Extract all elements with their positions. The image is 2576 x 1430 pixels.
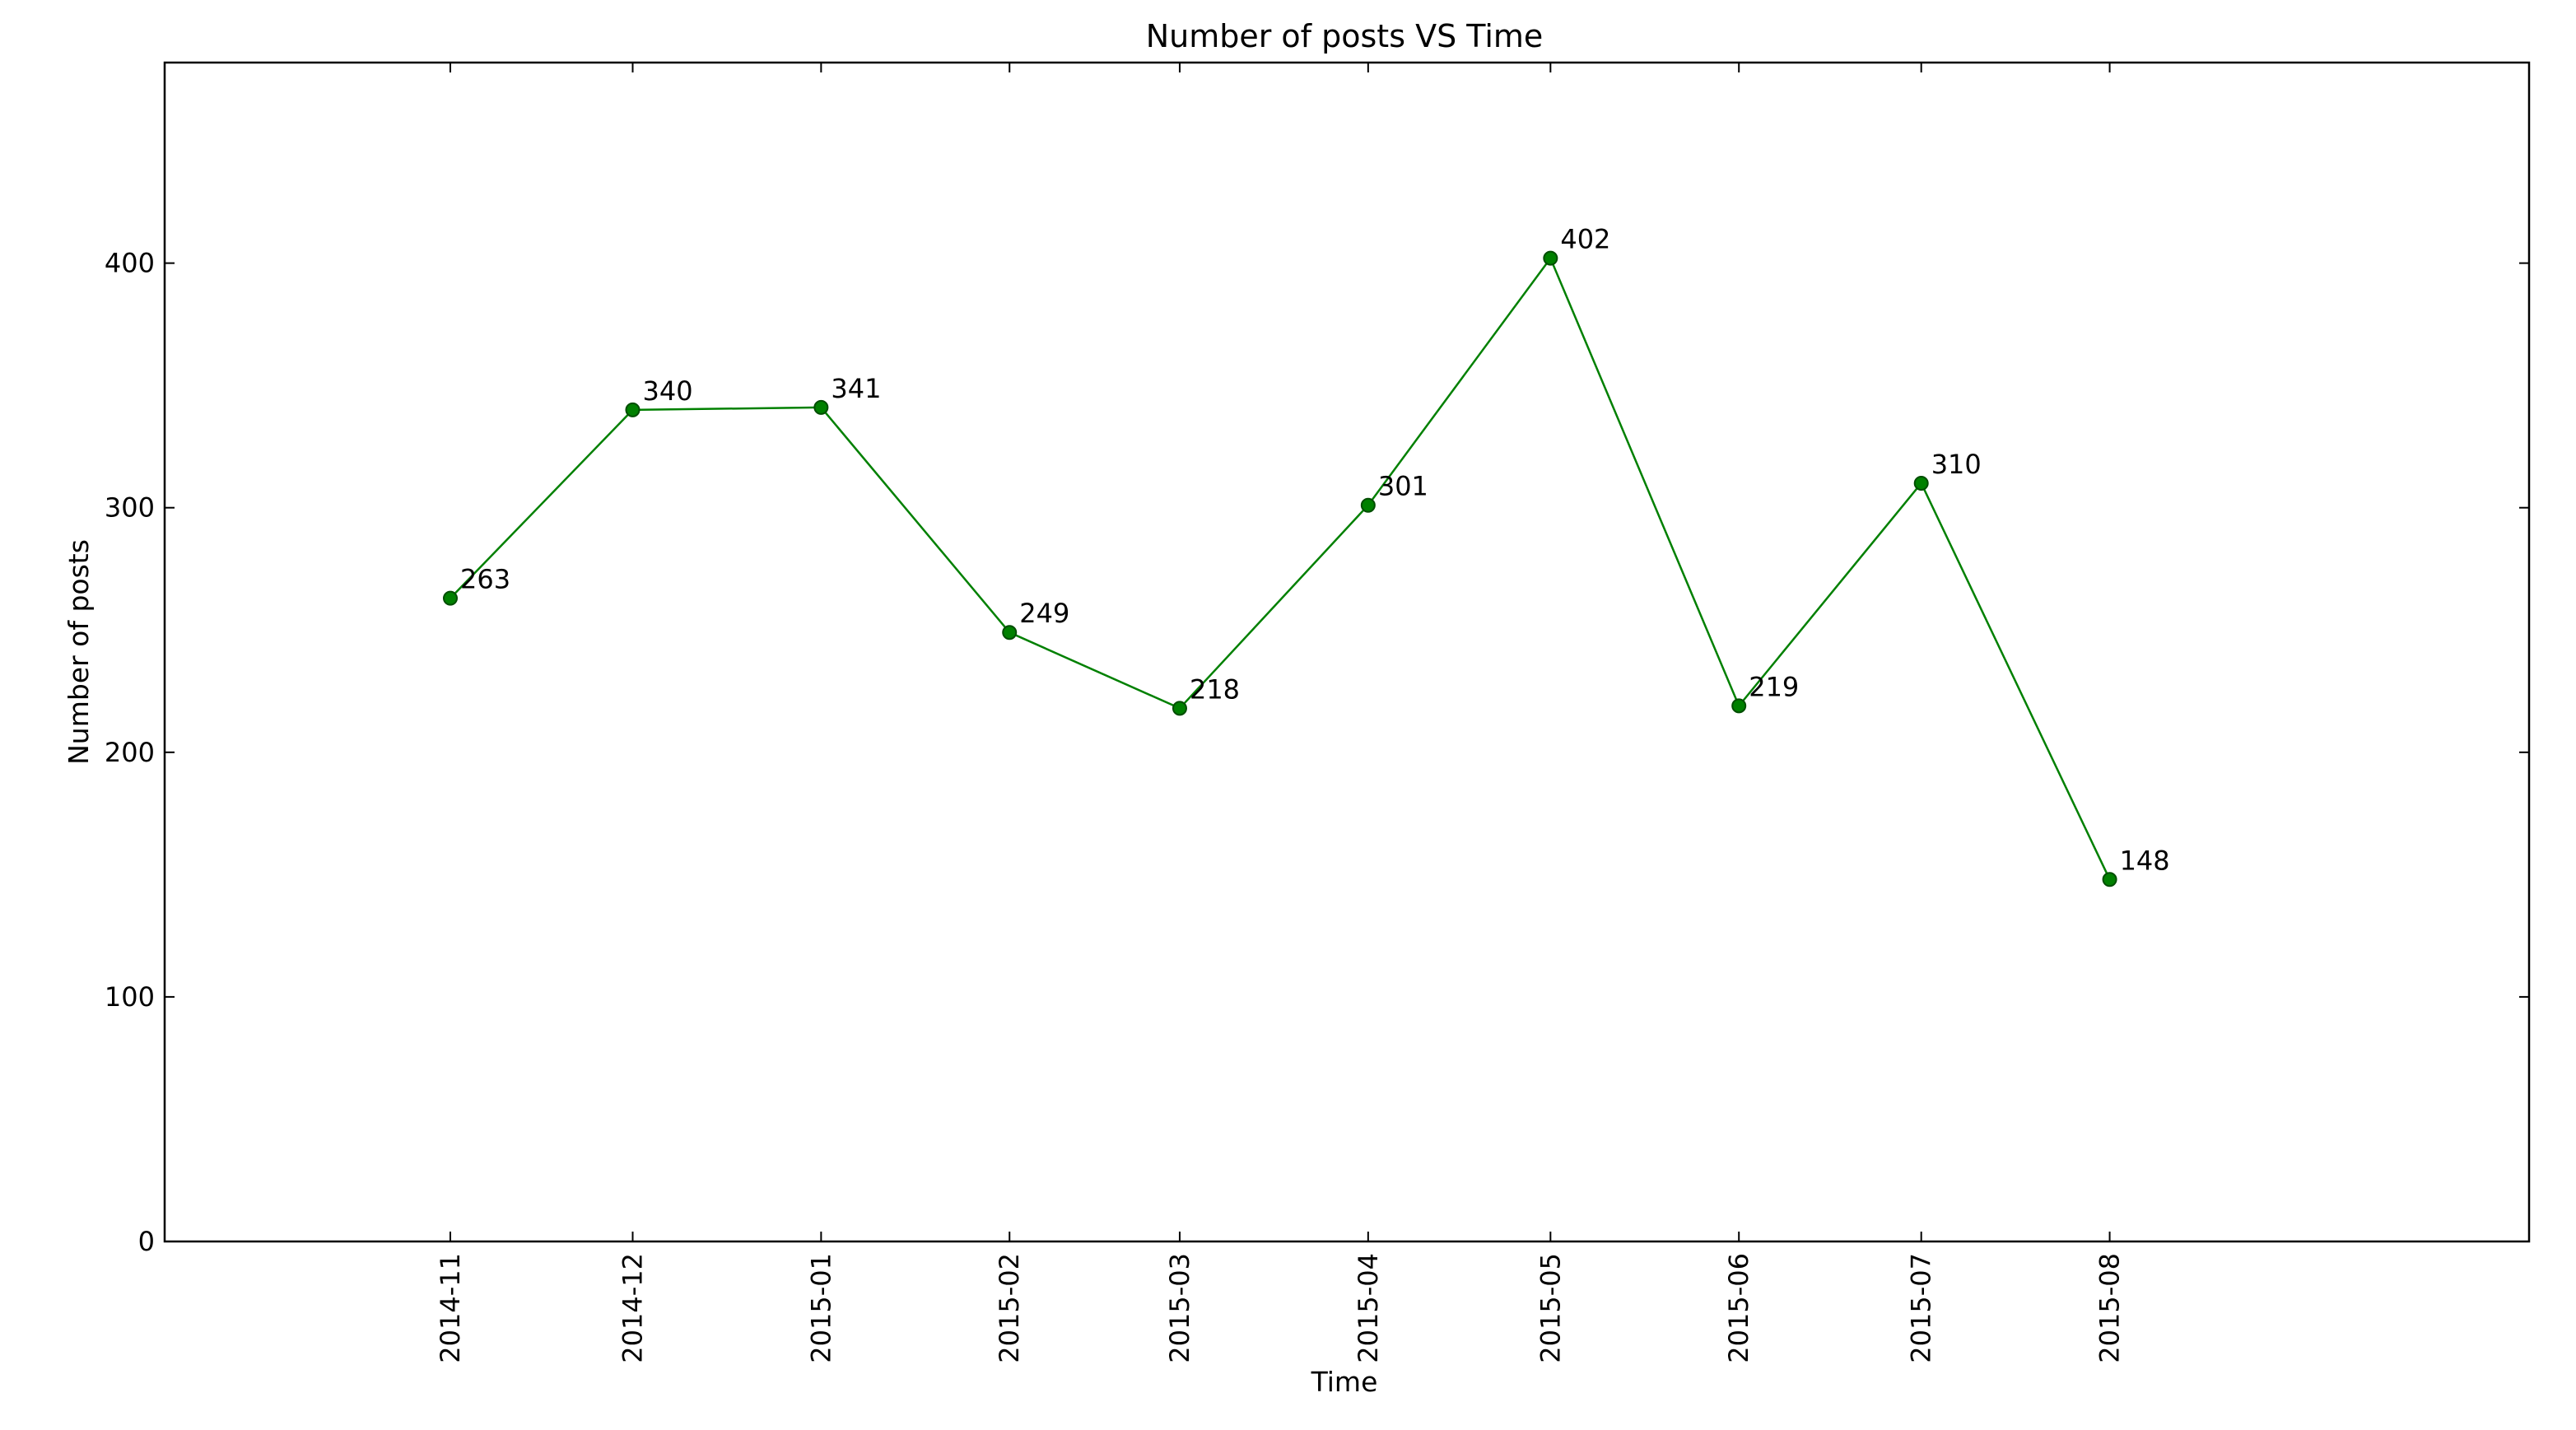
data-label: 219 [1749, 671, 1799, 702]
plot-area: 0 100 200 300 400 2014-11 2014-12 2015-01 2015-0… [105, 61, 2531, 1363]
x-tick-label: 2015-02 [994, 1253, 1025, 1363]
data-point [1172, 701, 1187, 716]
y-tick-label: 400 [105, 248, 155, 279]
data-label: 218 [1190, 673, 1240, 705]
data-point [1731, 698, 1747, 714]
data-point [813, 399, 829, 415]
data-label: 310 [1931, 449, 1982, 480]
data-label: 341 [831, 373, 881, 404]
data-label: 301 [1378, 471, 1428, 502]
data-label: 402 [1560, 224, 1610, 255]
x-tick-label: 2015-06 [1723, 1253, 1754, 1363]
data-point [2102, 872, 2117, 887]
x-tick-label: 2014-11 [435, 1253, 466, 1363]
x-tick-label: 2015-07 [1906, 1253, 1937, 1363]
x-tick-label: 2014-12 [617, 1253, 648, 1363]
x-tick-label: 2015-03 [1164, 1253, 1195, 1363]
data-label: 263 [460, 564, 510, 595]
y-axis-label: Number of posts [63, 539, 95, 765]
x-tick-label: 2015-04 [1353, 1253, 1384, 1363]
chart-title: Number of posts VS Time [1146, 18, 1544, 54]
x-tick-label: 2015-01 [805, 1253, 836, 1363]
data-point [1543, 250, 1558, 266]
data-label: 148 [2120, 845, 2170, 876]
data-point [1913, 476, 1929, 491]
y-tick-label: 100 [105, 981, 155, 1013]
y-tick-label: 0 [138, 1226, 155, 1257]
series-line [450, 256, 2111, 880]
data-point [443, 590, 459, 606]
x-tick-label: 2015-05 [1535, 1253, 1566, 1363]
data-point [1360, 497, 1376, 513]
y-tick-label: 200 [105, 737, 155, 768]
x-tick-label: 2015-08 [2094, 1253, 2126, 1363]
data-label: 249 [1019, 598, 1069, 629]
data-point [1002, 625, 1018, 640]
data-label: 340 [642, 375, 692, 407]
data-point [625, 402, 641, 417]
x-axis-label: Time [1311, 1366, 1378, 1398]
y-tick-label: 300 [105, 492, 155, 524]
axes-frame [163, 61, 2531, 1243]
